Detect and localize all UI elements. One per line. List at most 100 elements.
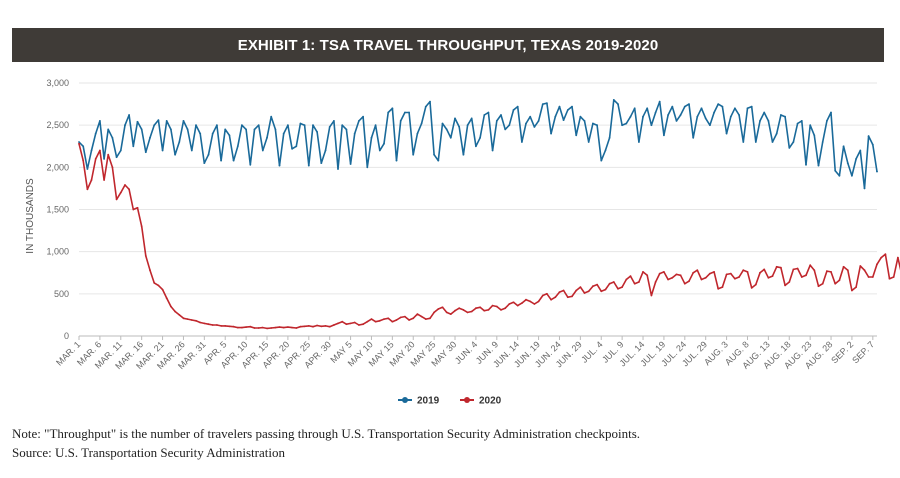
data-point (366, 166, 369, 169)
data-point (516, 105, 519, 108)
data-point (82, 145, 85, 148)
data-point (299, 122, 302, 125)
line-chart: 0 500 1,000 1,500 2,000 2,500 3,000 IN THOUSAN… (25, 78, 900, 407)
data-point (312, 124, 314, 127)
data-point (679, 274, 682, 277)
data-point (391, 320, 394, 323)
data-point (266, 136, 268, 139)
data-point (546, 102, 548, 105)
data-point (537, 300, 540, 303)
data-point (621, 286, 623, 288)
data-point (771, 141, 774, 143)
data-point (495, 120, 498, 122)
data-point (784, 115, 786, 118)
data-point (554, 115, 557, 118)
data-point (709, 272, 711, 275)
data-point (754, 141, 757, 143)
data-point (855, 286, 857, 288)
data-point (136, 120, 139, 123)
data-point (412, 153, 415, 156)
data-point (349, 163, 352, 165)
data-point (174, 310, 177, 313)
data-point (324, 325, 327, 327)
data-point (575, 134, 578, 137)
data-point (717, 103, 720, 105)
data-point (867, 276, 870, 278)
data-point (842, 145, 845, 148)
data-point (612, 99, 615, 101)
x-tick-label: SEP. 7 (850, 339, 876, 365)
data-point (90, 149, 93, 152)
data-point (675, 273, 678, 276)
data-point (704, 117, 707, 120)
data-point (888, 277, 891, 280)
data-point (257, 327, 260, 329)
data-point (821, 141, 824, 143)
data-point (220, 325, 223, 327)
data-point (140, 128, 143, 131)
data-point (178, 314, 181, 316)
data-point (604, 288, 607, 291)
data-point (646, 107, 649, 110)
data-point (867, 135, 870, 137)
chart-gridlines (79, 82, 877, 337)
data-point (454, 309, 456, 312)
data-point (780, 266, 782, 269)
data-point (771, 275, 774, 277)
data-point (282, 326, 285, 329)
data-point (345, 128, 348, 131)
data-point (587, 290, 590, 293)
data-point (441, 122, 444, 125)
data-point (788, 281, 791, 283)
data-point (203, 162, 206, 164)
data-point (537, 120, 540, 122)
data-point (742, 141, 745, 143)
data-point (291, 147, 293, 150)
data-point (178, 141, 181, 143)
data-point (161, 288, 164, 291)
data-point (103, 179, 105, 181)
data-point (341, 124, 344, 127)
data-point (487, 309, 490, 311)
source-text: Source: U.S. Transportation Security Adm… (12, 445, 285, 460)
data-point (525, 122, 527, 125)
data-point (220, 159, 223, 162)
data-point (734, 277, 736, 280)
data-point (253, 128, 256, 131)
data-point (838, 174, 841, 177)
data-point (683, 282, 686, 285)
data-point (132, 208, 135, 211)
data-point (345, 323, 348, 326)
data-point (884, 253, 887, 256)
data-point (454, 117, 456, 120)
data-point (512, 109, 515, 111)
legend-swatch-marker (464, 397, 470, 403)
data-point (491, 304, 494, 307)
data-point (813, 269, 816, 272)
data-point (721, 105, 724, 108)
data-point (491, 149, 494, 152)
data-point (337, 168, 339, 170)
data-point (274, 326, 277, 329)
data-point (387, 317, 390, 320)
data-point (236, 145, 239, 148)
series-2019 (78, 99, 878, 190)
data-point (353, 321, 356, 324)
data-point (475, 307, 477, 310)
data-point (295, 145, 298, 148)
data-point (94, 132, 97, 135)
data-point (124, 184, 126, 186)
data-point (253, 327, 256, 329)
data-point (358, 120, 360, 122)
data-point (128, 188, 131, 191)
data-point (195, 319, 197, 322)
data-point (876, 170, 878, 173)
data-point (157, 119, 160, 121)
data-point (633, 282, 636, 285)
data-point (521, 302, 523, 304)
data-point (504, 128, 507, 131)
data-point (604, 149, 607, 152)
data-point (725, 132, 728, 135)
y-tick-label: 1,500 (46, 205, 69, 215)
